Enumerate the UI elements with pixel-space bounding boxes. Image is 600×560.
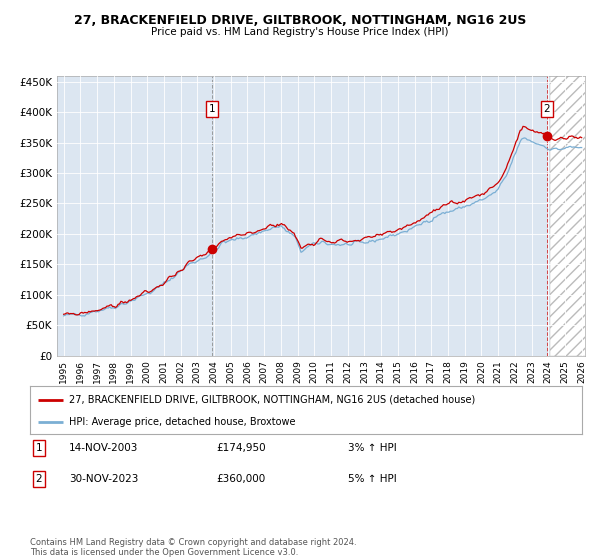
Text: 2: 2: [35, 474, 43, 484]
Text: 1: 1: [35, 443, 43, 453]
Text: Price paid vs. HM Land Registry's House Price Index (HPI): Price paid vs. HM Land Registry's House …: [151, 27, 449, 37]
Text: 27, BRACKENFIELD DRIVE, GILTBROOK, NOTTINGHAM, NG16 2US (detached house): 27, BRACKENFIELD DRIVE, GILTBROOK, NOTTI…: [68, 395, 475, 405]
Bar: [550, 76, 600, 356]
Text: 2: 2: [544, 104, 550, 114]
Text: 30-NOV-2023: 30-NOV-2023: [69, 474, 139, 484]
Text: 27, BRACKENFIELD DRIVE, GILTBROOK, NOTTINGHAM, NG16 2US: 27, BRACKENFIELD DRIVE, GILTBROOK, NOTTI…: [74, 14, 526, 27]
Text: £174,950: £174,950: [216, 443, 266, 453]
Text: £360,000: £360,000: [216, 474, 265, 484]
Text: 5% ↑ HPI: 5% ↑ HPI: [348, 474, 397, 484]
Text: 3% ↑ HPI: 3% ↑ HPI: [348, 443, 397, 453]
Text: HPI: Average price, detached house, Broxtowe: HPI: Average price, detached house, Brox…: [68, 417, 295, 427]
Text: 1: 1: [209, 104, 215, 114]
Text: 14-NOV-2003: 14-NOV-2003: [69, 443, 139, 453]
Text: Contains HM Land Registry data © Crown copyright and database right 2024.
This d: Contains HM Land Registry data © Crown c…: [30, 538, 356, 557]
